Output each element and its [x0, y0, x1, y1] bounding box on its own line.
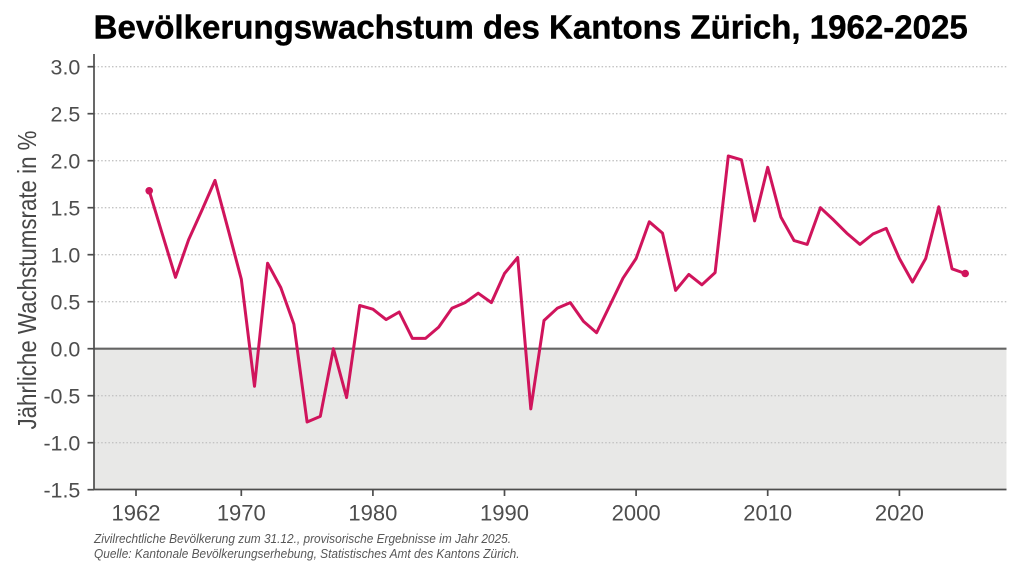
svg-text:2000: 2000 — [612, 501, 661, 526]
svg-text:-1.5: -1.5 — [43, 479, 80, 503]
svg-text:1970: 1970 — [217, 501, 266, 526]
svg-text:-1.0: -1.0 — [43, 432, 80, 456]
svg-text:-0.5: -0.5 — [43, 385, 80, 409]
svg-text:1962: 1962 — [112, 501, 161, 526]
svg-text:1980: 1980 — [348, 501, 397, 526]
svg-text:2020: 2020 — [875, 501, 924, 526]
svg-text:Zivilrechtliche Bevölkerung zu: Zivilrechtliche Bevölkerung zum 31.12., … — [93, 531, 511, 546]
svg-text:1990: 1990 — [480, 501, 529, 526]
svg-text:Jährliche Wachstumsrate in %: Jährliche Wachstumsrate in % — [12, 131, 42, 430]
svg-text:2.0: 2.0 — [51, 150, 81, 174]
svg-text:0.5: 0.5 — [51, 291, 81, 315]
svg-text:Bevölkerungswachstum des Kanto: Bevölkerungswachstum des Kantons Zürich,… — [94, 10, 968, 47]
svg-text:3.0: 3.0 — [51, 56, 81, 80]
svg-text:1.0: 1.0 — [51, 244, 81, 268]
svg-text:2.5: 2.5 — [51, 103, 81, 127]
svg-text:Quelle: Kantonale Bevölkerungs: Quelle: Kantonale Bevölkerungserhebung, … — [94, 546, 520, 561]
svg-text:1.5: 1.5 — [51, 197, 81, 221]
svg-text:0.0: 0.0 — [51, 338, 81, 362]
svg-text:2010: 2010 — [743, 501, 792, 526]
